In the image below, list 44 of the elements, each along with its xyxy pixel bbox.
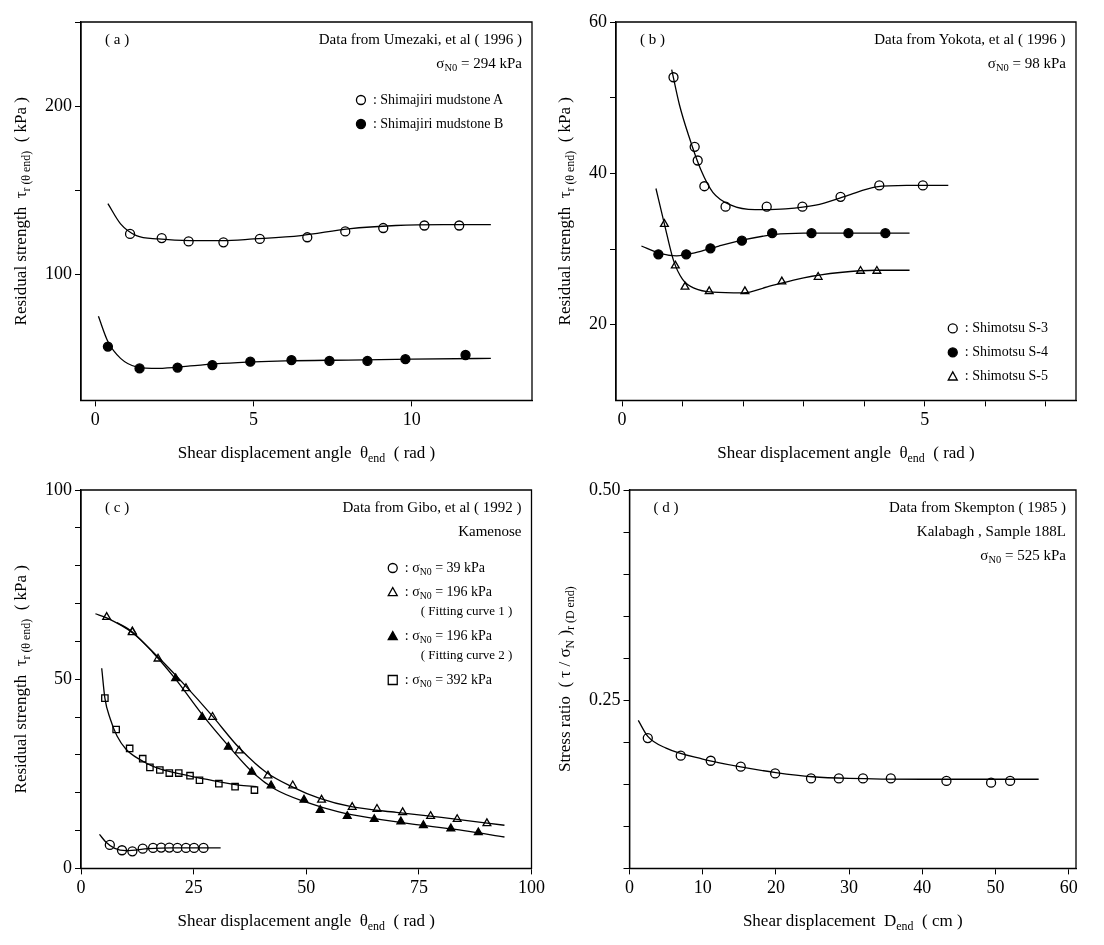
y-axis-title: Residual strength τr (θ end) ( kPa )	[11, 97, 34, 326]
x-tick-label: 20	[766, 876, 785, 897]
x-tick-label: 100	[518, 876, 545, 897]
annotation: Kalabagh , Sample 188L	[916, 522, 1067, 539]
y-tick-label: 60	[589, 10, 607, 31]
x-tick-label: 10	[402, 408, 421, 429]
x-tick-label: 50	[986, 876, 1005, 897]
x-tick-label: 5	[248, 408, 258, 429]
annotation: ( d )	[653, 498, 679, 516]
y-tick-label: 0.50	[589, 478, 621, 499]
annotation: Data from Umezaki, et al ( 1996 )	[318, 30, 523, 48]
y-tick-label: 20	[589, 313, 607, 334]
y-tick-label: 0.25	[589, 688, 621, 709]
x-tick-label: 0	[90, 408, 100, 429]
y-axis-title: Residual strength τr (θ end) ( kPa )	[555, 97, 578, 326]
y-tick-label: 40	[589, 162, 607, 183]
legend-label: : Shimajiri mudstone A	[372, 91, 505, 107]
x-tick-label: 30	[840, 876, 859, 897]
annotation: ( b )	[640, 30, 665, 48]
y-tick-label: 100	[45, 478, 72, 499]
annotation: Kamenose	[458, 522, 522, 539]
annotation: Data from Skempton ( 1985 )	[888, 498, 1067, 516]
x-tick-label: 25	[184, 876, 203, 897]
x-tick-label: 40	[913, 876, 932, 897]
annotation: ( a )	[105, 30, 130, 48]
x-tick-label: 75	[409, 876, 428, 897]
x-tick-label: 0	[76, 876, 86, 897]
y-tick-label: 200	[45, 94, 72, 115]
legend-label: : Shimotsu S-3	[964, 320, 1049, 336]
x-tick-label: 0	[625, 876, 634, 897]
annotation: Data from Gibo, et al ( 1992 )	[342, 498, 522, 516]
annotation: ( c )	[105, 498, 130, 516]
y-tick-label: 50	[54, 667, 72, 688]
y-tick-label: 100	[45, 263, 72, 283]
y-tick-label: 0	[63, 857, 72, 878]
x-tick-label: 10	[693, 876, 712, 897]
legend-label: : Shimotsu S-5	[964, 368, 1049, 384]
legend-label: : Shimajiri mudstone B	[372, 115, 504, 131]
x-tick-label: 50	[297, 876, 316, 897]
y-axis-title: Residual strength τr (θ end) ( kPa )	[11, 565, 34, 794]
x-tick-label: 60	[1059, 876, 1078, 897]
annotation: Data from Yokota, et al ( 1996 )	[874, 30, 1066, 48]
legend-label: : Shimotsu S-4	[964, 344, 1049, 360]
x-tick-label: 5	[920, 408, 930, 429]
